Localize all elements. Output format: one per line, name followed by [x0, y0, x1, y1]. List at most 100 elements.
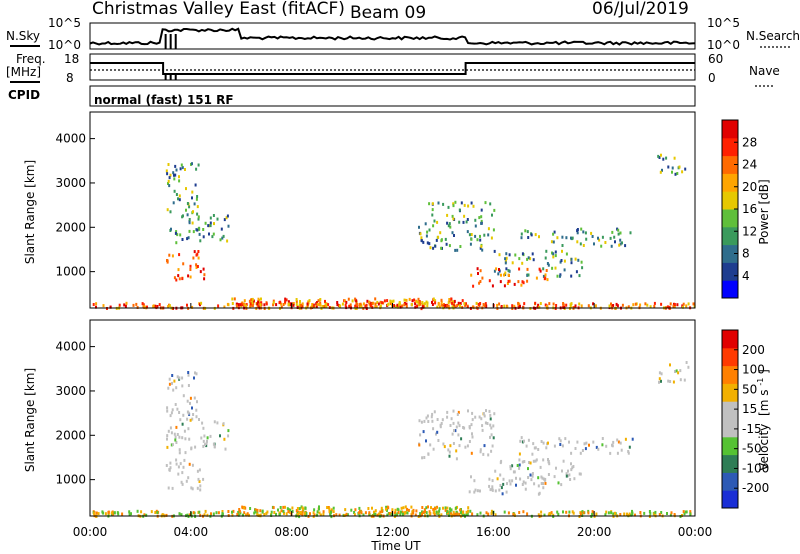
scatter-cell — [406, 507, 409, 511]
scatter-cell — [660, 379, 662, 383]
time-x-axis: 00:00 04:00 08:00 12:00 16:00 20:00 00:00 — [73, 303, 712, 539]
scatter-cell — [482, 412, 485, 416]
scatter-cell — [484, 201, 487, 205]
scatter-cell — [519, 439, 522, 443]
scatter-cell — [452, 202, 455, 206]
scatter-cell — [531, 472, 534, 475]
scatter-cell — [191, 162, 193, 166]
scatter-cell — [530, 233, 533, 237]
scatter-cell — [676, 303, 679, 307]
scatter-cell — [196, 205, 199, 209]
scatter-cell — [427, 420, 430, 423]
scatter-cell — [654, 510, 657, 514]
power-colorbar-label: 12 — [742, 224, 757, 238]
scatter-cell — [295, 298, 298, 301]
scatter-cell — [401, 512, 404, 516]
power-ytick-label: 4000 — [55, 132, 86, 146]
scatter-cell — [261, 510, 264, 514]
scatter-cell — [535, 458, 538, 462]
scatter-cell — [449, 424, 452, 427]
scatter-cell — [425, 439, 427, 443]
scatter-cell — [194, 183, 197, 187]
scatter-cell — [648, 510, 651, 513]
scatter-cell — [451, 231, 454, 235]
scatter-cell — [305, 512, 308, 515]
scatter-cell — [467, 409, 469, 413]
scatter-cell — [179, 418, 182, 422]
scatter-cell — [252, 299, 255, 303]
scatter-cell — [479, 489, 481, 493]
scatter-cell — [558, 437, 561, 441]
scatter-cell — [216, 421, 219, 425]
scatter-cell — [440, 513, 443, 517]
scatter-cell — [542, 274, 545, 278]
scatter-cell — [172, 201, 175, 205]
scatter-cell — [526, 279, 529, 283]
scatter-cell — [223, 437, 226, 441]
scatter-cell — [459, 245, 462, 248]
scatter-cell — [561, 469, 563, 473]
scatter-cell — [594, 304, 597, 308]
power-colorbar-label: Power [dB] — [757, 179, 771, 244]
scatter-cell — [537, 476, 540, 480]
scatter-cell — [284, 505, 286, 509]
power-colorbar-swatch — [722, 120, 738, 139]
scatter-cell — [511, 261, 514, 265]
scatter-cell — [174, 173, 177, 177]
scatter-cell — [171, 408, 174, 412]
scatter-cell — [568, 440, 570, 444]
scatter-cell — [196, 195, 199, 198]
scatter-cell — [436, 505, 438, 509]
scatter-cell — [419, 232, 422, 236]
scatter-cell — [480, 221, 483, 225]
scatter-cell — [514, 253, 517, 257]
scatter-cell — [526, 257, 529, 261]
scatter-cell — [526, 230, 529, 234]
scatter-cell — [505, 267, 508, 271]
scatter-cell — [123, 303, 126, 307]
scatter-cell — [518, 458, 521, 462]
scatter-cell — [666, 305, 669, 309]
scatter-cell — [521, 280, 524, 284]
scatter-cell — [583, 442, 586, 446]
scatter-cell — [179, 167, 182, 171]
scatter-cell — [174, 164, 177, 168]
scatter-cell — [209, 434, 212, 438]
scatter-cell — [669, 363, 671, 367]
scatter-cell — [188, 205, 191, 209]
scatter-cell — [619, 231, 622, 235]
scatter-cell — [322, 510, 325, 514]
scatter-cell — [187, 236, 190, 240]
scatter-cell — [418, 419, 421, 423]
scatter-cell — [639, 303, 642, 307]
scatter-cell — [659, 170, 662, 174]
scatter-cell — [447, 301, 450, 305]
scatter-cell — [436, 418, 439, 421]
scatter-cell — [454, 305, 457, 309]
scatter-cell — [578, 274, 581, 278]
scatter-cell — [347, 297, 350, 301]
scatter-cell — [332, 506, 335, 510]
scatter-cell — [317, 299, 320, 303]
scatter-cell — [191, 417, 194, 421]
scatter-cell — [195, 415, 198, 419]
scatter-cell — [197, 477, 200, 481]
scatter-cell — [682, 305, 684, 309]
scatter-cell — [447, 304, 450, 308]
scatter-cell — [545, 249, 548, 253]
scatter-cell — [459, 508, 462, 512]
scatter-cell — [181, 384, 184, 388]
scatter-cell — [631, 511, 634, 515]
scatter-cell — [509, 482, 512, 486]
scatter-cell — [480, 219, 483, 223]
scatter-cell — [452, 217, 455, 221]
scatter-cell — [154, 511, 157, 514]
scatter-cell — [658, 371, 661, 375]
scatter-cell — [449, 444, 452, 448]
scatter-cell — [194, 445, 197, 449]
scatter-cell — [604, 513, 607, 517]
scatter-cell — [371, 506, 373, 510]
scatter-cell — [428, 510, 431, 514]
scatter-cell — [298, 507, 301, 511]
scatter-cell — [186, 303, 188, 307]
